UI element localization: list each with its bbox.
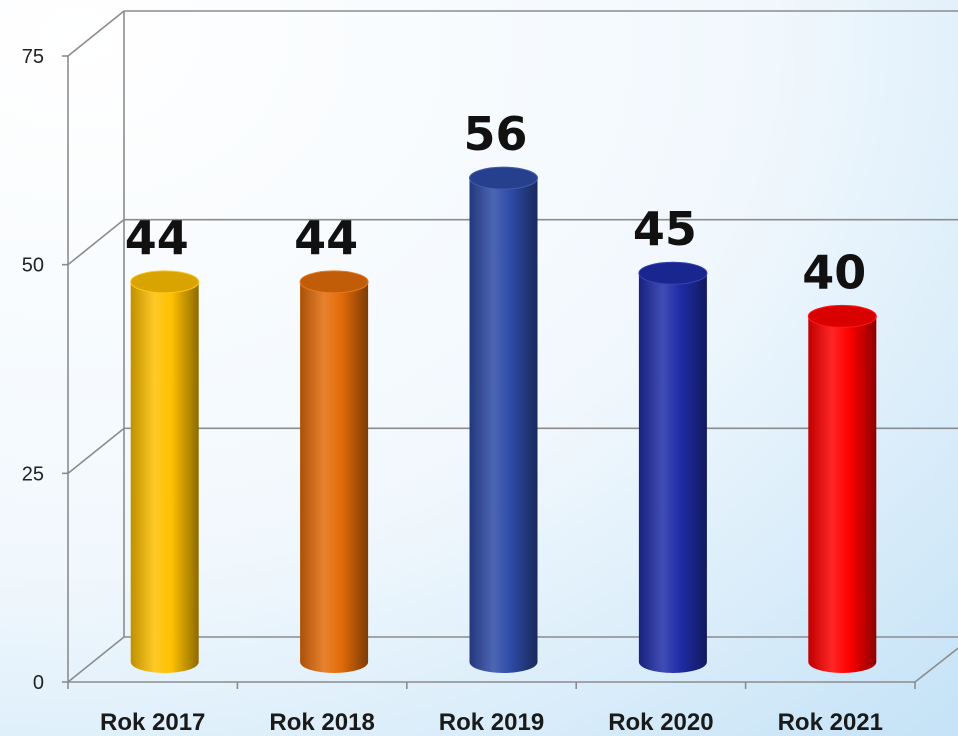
bar-body (300, 281, 369, 673)
data-label: 56 (463, 107, 527, 161)
gridline-depth (67, 427, 125, 474)
y-tick-label: 25 (22, 463, 44, 485)
bar-rok-2017 (130, 270, 200, 673)
floor-edge (914, 647, 958, 683)
bar-body (469, 178, 538, 673)
y-tick-label: 75 (22, 46, 44, 68)
gridline-depth (67, 219, 125, 266)
bar-body (808, 316, 877, 673)
bar-top (469, 166, 538, 190)
x-tick-label: Rok 2018 (269, 709, 374, 736)
data-label: 45 (633, 202, 697, 256)
x-tick-label: Rok 2021 (778, 709, 883, 736)
bar-top (807, 304, 877, 328)
data-label: 40 (802, 245, 866, 299)
y-tick-label: 50 (22, 255, 44, 277)
gridline-depth (67, 10, 125, 57)
x-tick-label: Rok 2019 (439, 709, 544, 736)
labels: 0 25 50 75 44 Rok 2017 44 Rok 2018 56 Rok 2019 45 R… (22, 46, 883, 736)
data-label: 44 (294, 211, 358, 265)
gridline-depth (67, 636, 125, 683)
bar-body (130, 281, 199, 673)
bar-rok-2019 (469, 166, 538, 673)
x-tick-label: Rok 2020 (608, 709, 713, 736)
bar-top (130, 270, 200, 294)
bar-rok-2021 (807, 304, 877, 673)
x-tick-label: Rok 2017 (100, 709, 205, 736)
bar-rok-2018 (299, 270, 369, 673)
y-tick-label: 0 (33, 672, 44, 694)
bars (130, 166, 877, 673)
gridlines (67, 10, 958, 683)
bar-top (299, 270, 369, 294)
bar-top (638, 261, 708, 285)
data-label: 44 (125, 211, 189, 265)
bar-rok-2020 (638, 261, 708, 673)
bar-body (638, 273, 707, 673)
axes (62, 55, 916, 689)
